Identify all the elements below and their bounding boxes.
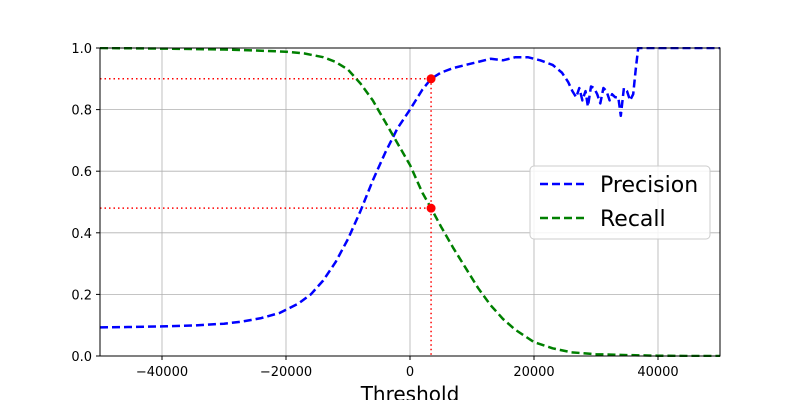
y-tick-label: 1.0 — [71, 42, 92, 57]
x-tick-label: 0 — [406, 365, 414, 380]
axis-ticks: −40000 −20000 0 20000 40000 0.0 0.2 0.4 0.6 0.8 1.… — [71, 42, 678, 380]
x-tick-label: −20000 — [260, 365, 312, 380]
threshold-points — [426, 74, 436, 213]
x-tick-label: −40000 — [136, 365, 188, 380]
y-tick-label: 0.2 — [71, 288, 92, 303]
y-tick-label: 0.0 — [71, 350, 92, 365]
precision-threshold-point — [426, 74, 436, 84]
recall-threshold-point — [426, 203, 436, 213]
x-tick-label: 40000 — [637, 365, 678, 380]
x-tick-label: 20000 — [513, 365, 554, 380]
legend-label: Precision — [600, 173, 698, 198]
y-tick-label: 0.8 — [71, 104, 92, 119]
legend-box — [529, 165, 711, 240]
x-axis-label: Threshold — [360, 382, 460, 400]
legend-label: Recall — [600, 207, 666, 232]
legend: Precision Recall — [529, 165, 711, 240]
precision-line — [100, 47, 720, 329]
threshold-annotation-lines — [100, 78, 432, 356]
y-tick-label: 0.6 — [71, 165, 92, 180]
y-tick-label: 0.4 — [71, 227, 92, 242]
